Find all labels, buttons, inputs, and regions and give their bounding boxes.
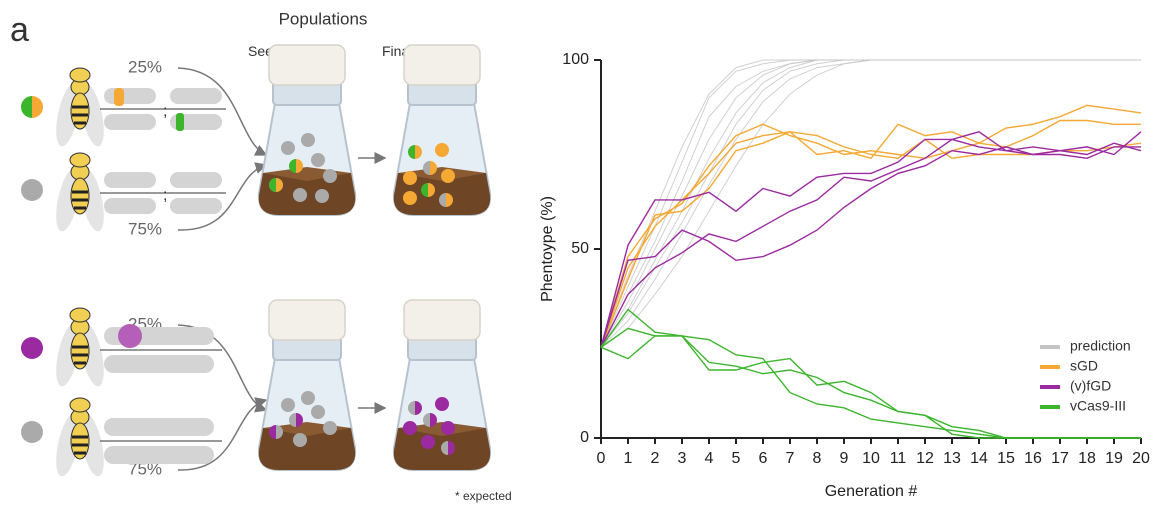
series-line: [601, 310, 1141, 439]
x-tick-label: 9: [840, 450, 849, 467]
marker: [21, 337, 43, 359]
x-tick-label: 2: [651, 450, 660, 467]
marker: [301, 391, 315, 405]
panel-label: a: [10, 11, 29, 49]
marker: [21, 96, 32, 118]
marker: [435, 397, 449, 411]
x-tick-label: 18: [1078, 450, 1096, 467]
legend-label: (v)fGD: [1070, 378, 1111, 394]
marker: [421, 435, 435, 449]
series-line: [601, 328, 1141, 438]
x-tick-label: 10: [862, 450, 880, 467]
marker: [311, 153, 325, 167]
marker: [281, 398, 295, 412]
marker: [21, 179, 43, 201]
marker: [21, 421, 32, 443]
x-tick-label: 4: [705, 450, 714, 467]
marker: [32, 421, 43, 443]
marker: [403, 421, 417, 435]
marker: [441, 421, 455, 435]
x-tick-label: 8: [813, 450, 822, 467]
marker: [293, 433, 307, 447]
marker: [403, 171, 417, 185]
figure: a Populations Seeding (G0) Final (G20) *…: [0, 0, 1158, 509]
x-tick-label: 16: [1024, 450, 1042, 467]
svg-text:;: ;: [163, 103, 167, 120]
x-tick-label: 1: [624, 450, 633, 467]
marker: [32, 96, 43, 118]
marker: [315, 189, 329, 203]
x-axis-title: Generation #: [825, 483, 918, 500]
percent: 75%: [128, 219, 162, 238]
marker: [281, 141, 295, 155]
series-line: [601, 105, 1141, 347]
series-line: [601, 132, 1141, 347]
diagram-heading: Populations: [279, 9, 368, 28]
marker: [301, 133, 315, 147]
y-tick-label: 0: [580, 429, 589, 446]
legend-label: vCas9-III: [1070, 398, 1126, 414]
x-tick-label: 12: [916, 450, 934, 467]
x-tick-label: 13: [943, 450, 961, 467]
x-tick-label: 7: [786, 450, 795, 467]
y-tick-label: 100: [562, 51, 589, 68]
footnote: * expected: [455, 489, 512, 503]
marker: [403, 191, 417, 205]
legend-label: sGD: [1070, 358, 1098, 374]
x-tick-label: 0: [597, 450, 606, 467]
x-tick-label: 19: [1105, 450, 1123, 467]
flies: [52, 68, 109, 478]
x-tick-label: 20: [1132, 450, 1150, 467]
x-tick-label: 15: [997, 450, 1015, 467]
legend-label: prediction: [1070, 338, 1131, 354]
y-axis-title: Phentoype (%): [539, 196, 556, 302]
marker: [441, 169, 455, 183]
svg-text:;: ;: [163, 187, 167, 204]
x-tick-label: 5: [732, 450, 741, 467]
series-line: [601, 132, 1141, 347]
x-tick-label: 11: [890, 450, 907, 467]
x-tick-label: 17: [1051, 450, 1069, 467]
marker: [323, 169, 337, 183]
series-line: [601, 139, 1141, 347]
x-tick-label: 6: [759, 450, 768, 467]
chromosomes: ;;: [100, 88, 226, 464]
marker: [293, 188, 307, 202]
x-tick-label: 14: [970, 450, 988, 467]
marker: [435, 143, 449, 157]
y-tick-label: 50: [571, 240, 589, 257]
percent: 25%: [128, 57, 162, 76]
marker: [311, 405, 325, 419]
x-tick-label: 3: [678, 450, 687, 467]
marker: [323, 421, 337, 435]
